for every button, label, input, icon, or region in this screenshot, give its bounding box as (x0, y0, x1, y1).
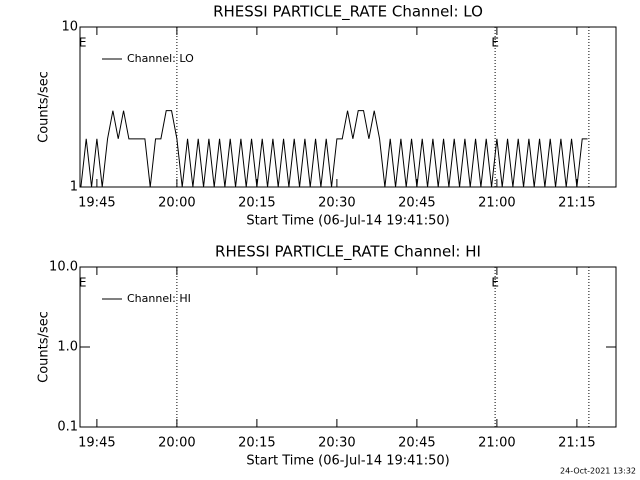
data-line (80, 110, 588, 188)
x-tick-label: 20:00 (158, 196, 195, 211)
x-tick-label: 20:45 (398, 436, 435, 451)
x-axis-label: Start Time (06-Jul-14 19:41:50) (246, 454, 449, 469)
x-tick-label: 19:45 (78, 196, 115, 211)
x-tick-label: 21:15 (558, 436, 595, 451)
legend-label: Channel: LO (127, 52, 194, 65)
y-tick-label: 10 (61, 20, 78, 35)
y-axis-label: Counts/sec (37, 311, 52, 383)
y-tick-label: 10.0 (49, 260, 78, 275)
x-tick-label: 20:30 (318, 196, 355, 211)
y-tick-label: 1 (70, 180, 78, 195)
x-tick-label: 19:45 (78, 436, 115, 451)
y-tick-label: 1.0 (57, 340, 78, 355)
y-tick-label: 0.1 (57, 420, 78, 435)
x-tick-label: 21:15 (558, 196, 595, 211)
chart-title: RHESSI PARTICLE_RATE Channel: LO (213, 3, 483, 22)
x-tick-label: 20:30 (318, 436, 355, 451)
chart-title: RHESSI PARTICLE_RATE Channel: HI (215, 243, 481, 262)
y-axis-label: Counts/sec (37, 71, 52, 143)
plot-frame (79, 26, 617, 188)
annotation: E (491, 276, 499, 290)
legend-label: Channel: HI (127, 292, 191, 305)
x-tick-label: 20:45 (398, 196, 435, 211)
footer: 24-Oct-2021 13:32 (560, 467, 636, 476)
x-tick-label: 21:00 (478, 436, 515, 451)
x-tick-label: 20:15 (238, 436, 275, 451)
annotation: E (79, 36, 87, 50)
annotation: E (79, 276, 87, 290)
x-tick-label: 20:15 (238, 196, 275, 211)
x-axis-label: Start Time (06-Jul-14 19:41:50) (246, 214, 449, 229)
x-tick-label: 20:00 (158, 436, 195, 451)
x-tick-label: 21:00 (478, 196, 515, 211)
annotation: E (491, 36, 499, 50)
